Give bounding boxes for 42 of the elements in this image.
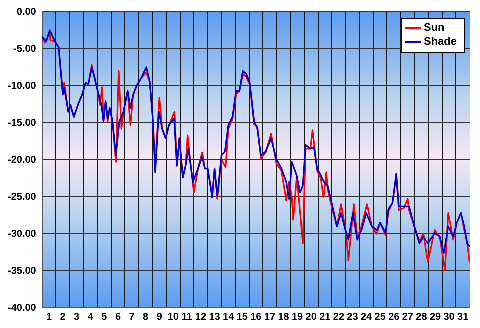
x-tick-label: 4 — [88, 312, 94, 323]
x-tick-label: 29 — [430, 312, 442, 323]
x-tick-label: 11 — [182, 312, 193, 323]
x-tick-label: 14 — [223, 312, 235, 323]
x-tick-label: 13 — [209, 312, 221, 323]
x-tick-label: 17 — [264, 312, 276, 323]
x-tick-label: 26 — [388, 312, 400, 323]
x-tick-label: 3 — [74, 312, 80, 323]
y-tick-label: -35.00 — [8, 266, 37, 277]
x-tick-label: 2 — [60, 312, 66, 323]
x-tick-label: 28 — [416, 312, 428, 323]
x-tick-label: 19 — [292, 312, 304, 323]
x-tick-label: 22 — [333, 312, 345, 323]
y-tick-label: -30.00 — [8, 228, 37, 240]
x-tick-label: 9 — [156, 312, 163, 323]
y-tick-label: -20.00 — [8, 154, 37, 166]
y-tick-label: 0.00 — [16, 6, 37, 18]
x-tick-label: 30 — [444, 312, 456, 323]
y-tick-label: -5.00 — [14, 44, 37, 55]
x-tick-label: 7 — [129, 312, 136, 323]
x-tick-label: 1 — [46, 312, 52, 323]
x-tick-label: 6 — [115, 312, 122, 323]
x-tick-label: 12 — [195, 312, 207, 323]
y-tick-label: -25.00 — [8, 192, 37, 203]
x-tick-label: 16 — [250, 312, 262, 323]
x-tick-label: 31 — [458, 312, 470, 323]
x-tick-label: 20 — [306, 312, 318, 323]
x-tick-label: 18 — [278, 312, 290, 323]
x-tick-label: 21 — [320, 312, 332, 323]
x-tick-label: 8 — [143, 312, 150, 323]
x-tick-label: 5 — [102, 312, 108, 323]
legend-label: Shade — [424, 36, 458, 48]
y-tick-label: -10.00 — [8, 80, 37, 92]
x-tick-label: 10 — [168, 312, 180, 323]
x-tick-label: 25 — [374, 312, 386, 323]
x-tick-label: 27 — [402, 312, 414, 323]
legend-label: Sun — [424, 22, 446, 34]
y-tick-label: -15.00 — [8, 118, 37, 129]
x-tick-label: 15 — [236, 312, 248, 323]
x-tick-label: 24 — [360, 312, 373, 323]
y-tick-label: -40.00 — [8, 302, 37, 314]
x-tick-label: 23 — [347, 312, 359, 323]
